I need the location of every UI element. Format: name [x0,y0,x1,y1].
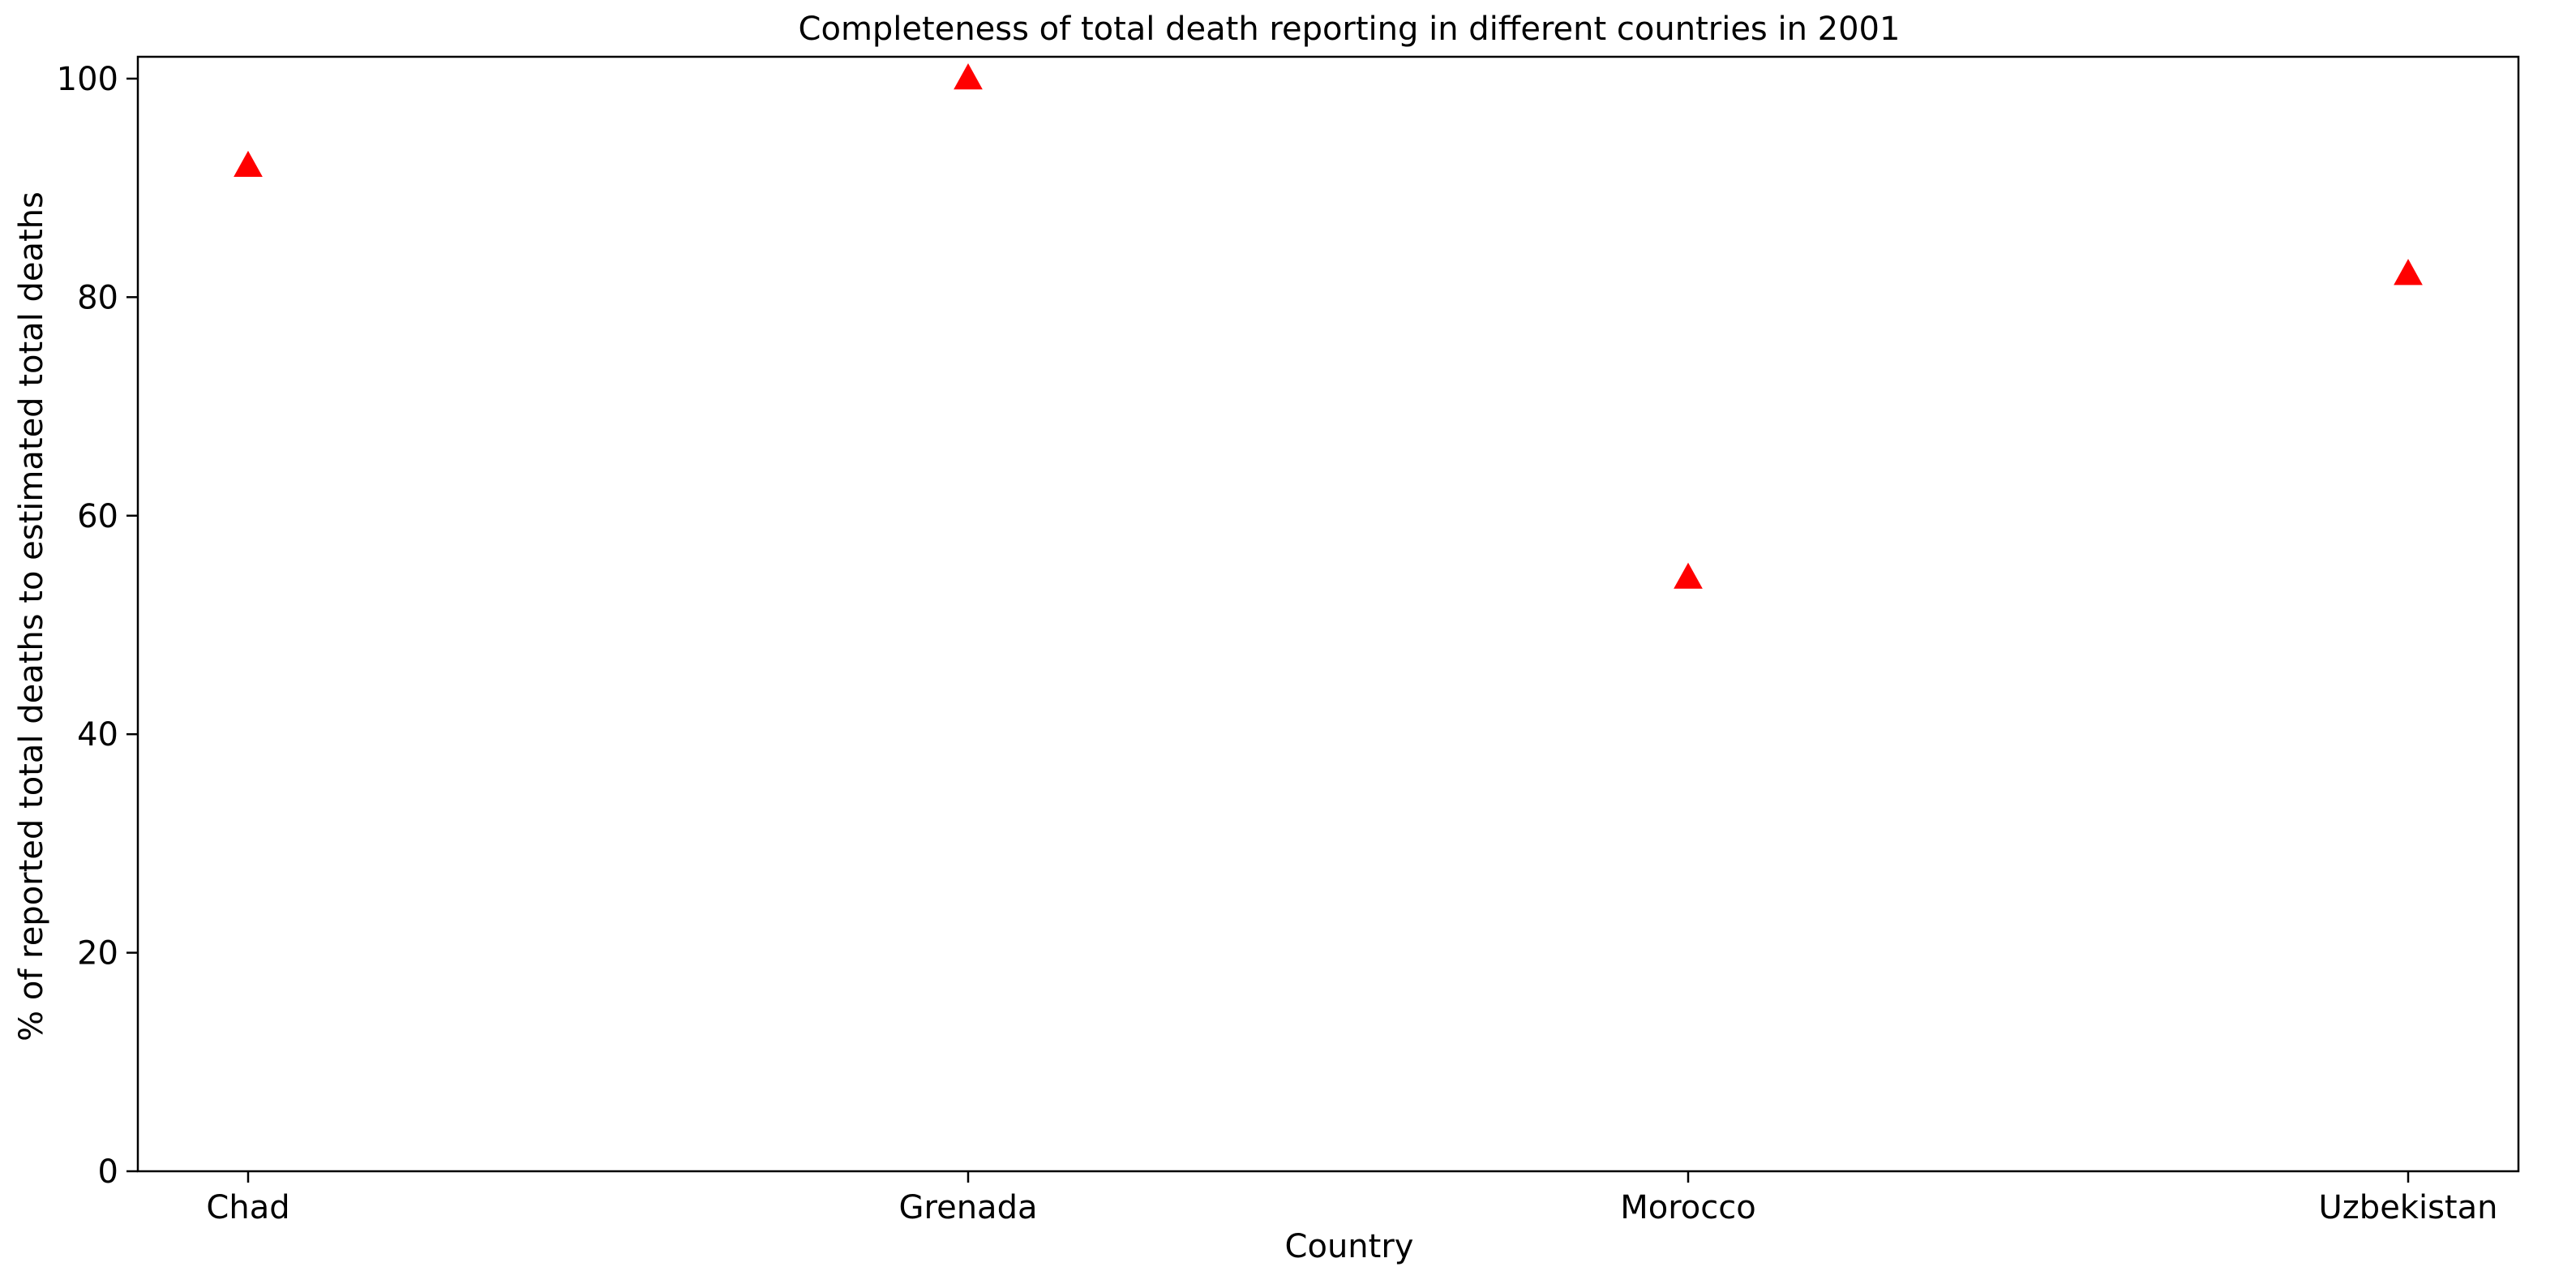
data-point-chad [234,150,263,177]
x-tick-label: Chad [206,1189,289,1226]
y-tick-label: 80 [77,279,118,316]
x-tick-label: Uzbekistan [2319,1189,2498,1226]
data-point-uzbekistan [2394,259,2423,286]
y-tick-label: 100 [57,61,118,98]
x-tick-label: Morocco [1620,1189,1755,1226]
y-tick-label: 20 [77,935,118,973]
y-axis-label: % of reported total deaths to estimated … [13,191,50,1041]
y-tick-label: 60 [77,498,118,535]
y-tick-label: 40 [77,716,118,754]
data-point-morocco [1674,562,1703,589]
x-tick-label: Grenada [899,1189,1038,1226]
data-point-grenada [954,63,983,90]
plot-frame [136,55,2520,1173]
x-axis-label: Country [1285,1228,1414,1265]
chart-title: Completeness of total death reporting in… [799,11,1901,48]
y-tick-label: 0 [98,1153,118,1191]
axes [136,55,2520,1173]
axis-ticks: 0 20 40 60 80 100 Chad Grenada Morocco Uzbekistan [57,61,2498,1226]
data-points [234,63,2423,589]
